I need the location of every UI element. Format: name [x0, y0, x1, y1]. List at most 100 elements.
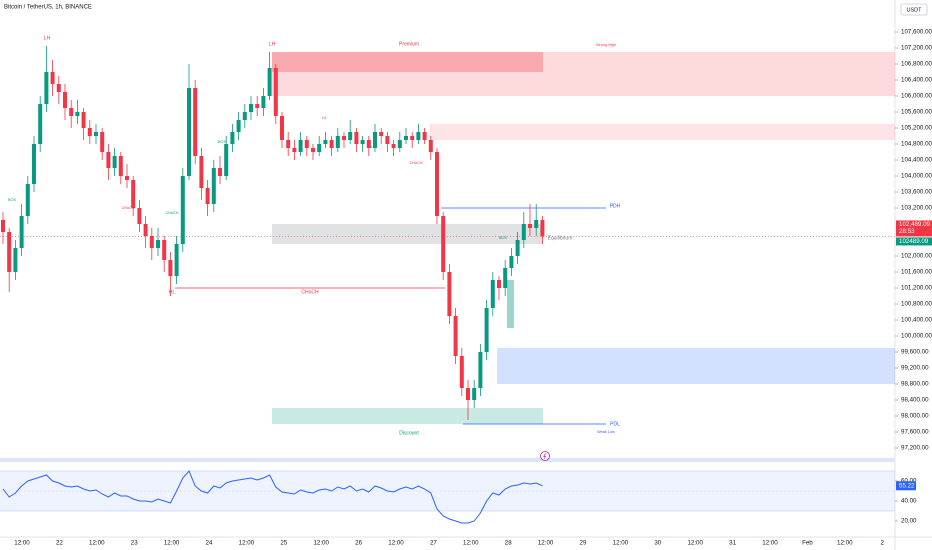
candle-body	[205, 188, 210, 204]
x-tick-label: 12:00	[837, 540, 853, 547]
candle-body	[484, 308, 489, 352]
y-tick-label: 100,800.00	[901, 301, 932, 308]
candle-body	[100, 132, 105, 152]
annotation-label: Discount	[399, 430, 419, 436]
close-price-label: 102489.09	[899, 238, 929, 245]
candle-body	[317, 144, 322, 152]
x-tick-label: 30	[654, 540, 661, 547]
annotation-label: Premium	[399, 41, 419, 47]
annotation-label: Equilibrium	[548, 235, 573, 241]
candle-body	[187, 88, 191, 176]
candle-body	[168, 260, 173, 276]
y-tick-label: 97,200.00	[901, 445, 929, 452]
candle-body	[540, 220, 545, 237]
x-tick-label: 26	[355, 540, 362, 547]
symbol-title: Bitcoin / TetherUS, 1h, BINANCE	[4, 5, 92, 11]
annotation-label: HL	[369, 145, 374, 149]
candle-body	[348, 132, 353, 140]
annotation-label: LH	[44, 35, 51, 41]
rsi-value-badge	[896, 481, 916, 491]
candle-body	[298, 140, 303, 152]
y-tick-label: 106,400.00	[901, 77, 932, 84]
candle-body	[267, 68, 272, 96]
x-tick-label: 12:00	[89, 540, 105, 547]
candle-body	[509, 256, 514, 268]
y-tick-label: 101,200.00	[901, 285, 932, 292]
candle-body	[106, 152, 111, 168]
candle-body	[131, 180, 136, 208]
x-tick-label: 12:00	[313, 540, 329, 547]
candle-body	[497, 280, 501, 288]
candle-body	[162, 240, 167, 260]
rsi-value-label: 55.22	[899, 482, 915, 489]
annotation-label: Weak Low	[597, 430, 615, 434]
candle-body	[249, 104, 253, 112]
zone	[272, 52, 895, 96]
x-tick-label: 2	[880, 540, 884, 547]
alert-icon[interactable]	[540, 451, 550, 461]
candle-body	[397, 140, 402, 148]
candle-body	[515, 240, 520, 256]
annotation-label: PDH	[610, 203, 621, 209]
candle-body	[466, 388, 470, 400]
candle-body	[286, 140, 291, 148]
zone	[497, 348, 895, 384]
y-tick-label: 102,000.00	[901, 253, 932, 260]
x-tick-label: 12:00	[538, 540, 554, 547]
candle-body	[273, 68, 278, 116]
y-tick-label: 104,000.00	[901, 173, 932, 180]
x-tick-label: Feb	[802, 540, 813, 547]
candle-body	[75, 112, 80, 116]
candle-body	[193, 88, 198, 156]
y-tick-label: 99,600.00	[901, 349, 929, 356]
rsi-tick-label: 40.00	[901, 498, 917, 505]
annotation-label: BOS	[218, 140, 226, 144]
annotation-label: BOS	[499, 236, 507, 240]
y-tick-label: 101,600.00	[901, 269, 932, 276]
candle-body	[38, 104, 43, 144]
x-tick-label: 29	[580, 540, 587, 547]
currency-button[interactable]	[900, 3, 928, 16]
chart-layer: 107,600.00 107,200.00 106,800.00 106,400.00…	[0, 29, 932, 547]
candle-body	[503, 268, 508, 288]
x-tick-label: 28	[505, 540, 512, 547]
candle-body	[125, 176, 129, 180]
y-tick-label: 106,000.00	[901, 93, 932, 100]
x-tick-label: 12:00	[239, 540, 255, 547]
candle-body	[118, 156, 123, 176]
x-tick-label: 12:00	[388, 540, 404, 547]
y-tick-label: 97,600.00	[901, 429, 929, 436]
x-tick-label: 23	[131, 540, 138, 547]
candle-body	[7, 232, 12, 272]
candle-body	[81, 112, 86, 128]
zone	[272, 408, 543, 424]
annotation-label: LH	[322, 116, 327, 120]
candle-body	[528, 224, 532, 228]
rsi-tick-label: 20.00	[901, 518, 917, 525]
candle-body	[404, 136, 408, 140]
y-tick-label: 103,600.00	[901, 189, 932, 196]
candle-body	[472, 388, 477, 400]
candle-body	[174, 244, 179, 276]
y-tick-label: 103,200.00	[901, 205, 932, 212]
candle-body	[391, 144, 396, 148]
x-tick-label: 25	[280, 540, 287, 547]
candle-body	[478, 352, 483, 388]
annotation-label: LH	[269, 41, 276, 47]
candle-body	[280, 116, 284, 140]
candle-body	[112, 156, 117, 168]
annotation-label: HL	[169, 289, 176, 295]
annotation-label: CHoCH	[301, 289, 319, 295]
candle-body	[50, 72, 55, 84]
candle-body	[13, 248, 18, 272]
zone	[272, 52, 543, 72]
candle-body	[354, 132, 359, 144]
annotation-label: CHoCH	[121, 206, 134, 210]
candle-body	[143, 224, 148, 236]
candle-body	[149, 236, 154, 248]
candle-body	[385, 136, 390, 144]
candle-body	[428, 140, 433, 152]
annotation-label: CHoCH	[409, 161, 422, 165]
y-tick-label: 104,800.00	[901, 141, 932, 148]
candle-body	[422, 132, 427, 140]
